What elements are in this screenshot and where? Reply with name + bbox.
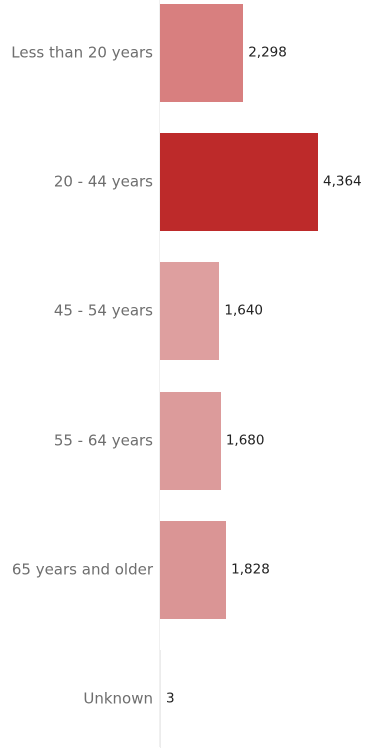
category-label: Less than 20 years [11, 43, 153, 62]
bar[interactable] [160, 650, 161, 748]
value-label: 1,828 [231, 561, 270, 578]
category-label: 45 - 54 years [53, 301, 153, 320]
value-label: 1,680 [225, 431, 265, 448]
category-label: Unknown [83, 689, 153, 708]
value-label: 4,364 [323, 173, 362, 190]
bar[interactable] [160, 4, 244, 102]
bar[interactable] [160, 391, 221, 490]
category-label: 65 years and older [11, 560, 153, 579]
category-label: 55 - 64 years [53, 431, 153, 450]
value-label: 1,640 [224, 302, 264, 319]
bar[interactable] [160, 520, 227, 619]
bar[interactable] [160, 262, 220, 361]
value-label: 2,298 [248, 44, 287, 61]
axis-line [159, 0, 160, 747]
value-label: 3 [166, 690, 175, 707]
category-label: 20 - 44 years [53, 172, 153, 191]
bar[interactable] [160, 133, 318, 232]
